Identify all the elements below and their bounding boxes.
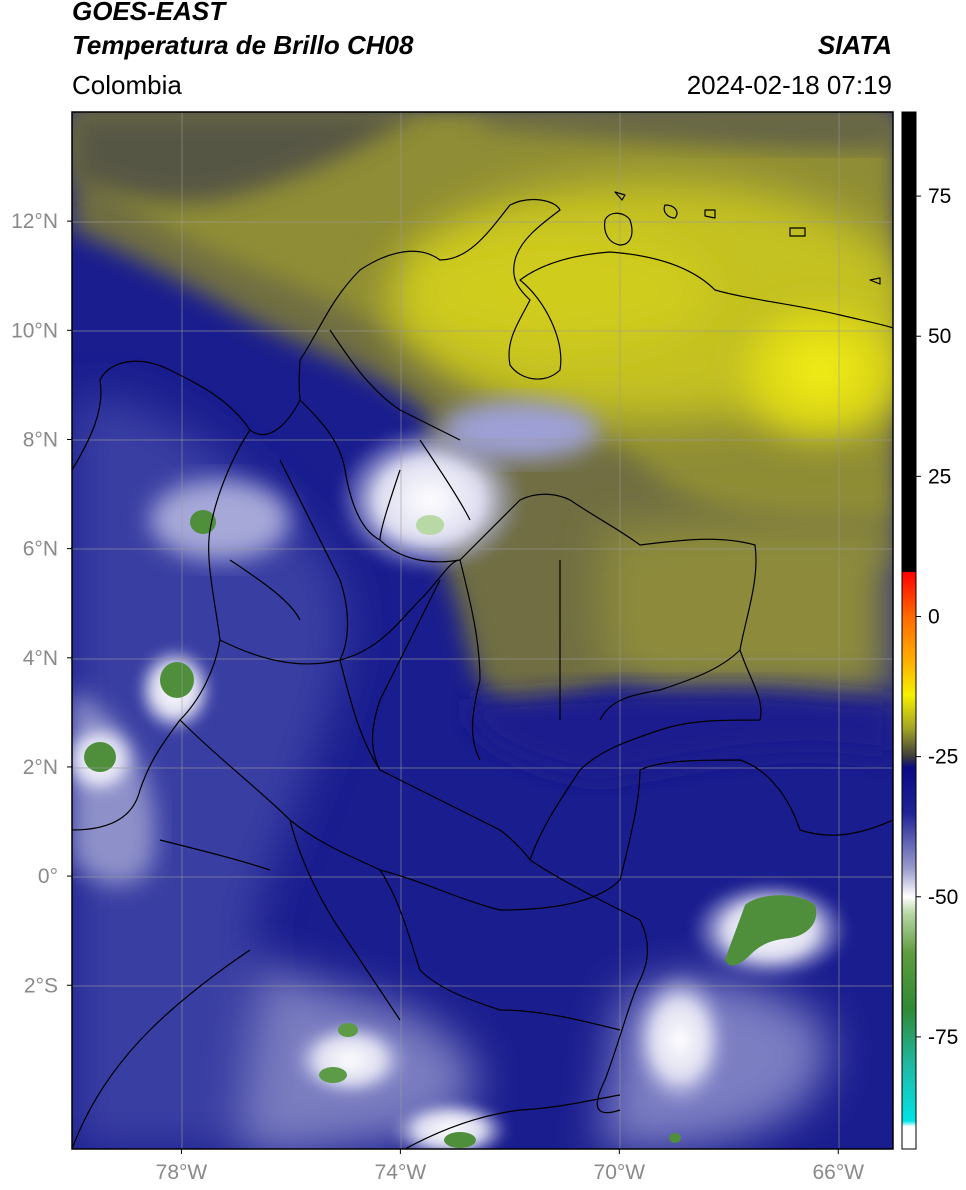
lat-tick-label: 0° bbox=[38, 865, 58, 888]
colorbar-tick-label: 50 bbox=[928, 325, 951, 348]
lat-tick-label: 10°N bbox=[11, 319, 58, 342]
colorbar-tick-label: -50 bbox=[928, 886, 958, 909]
agency-label: SIATA bbox=[817, 30, 892, 60]
lon-tick-label: 74°W bbox=[375, 1161, 427, 1184]
latitude-axis: 12°N 10°N 8°N 6°N 4°N 2°N 0° 2°S bbox=[11, 210, 72, 997]
lon-tick-label: 66°W bbox=[812, 1161, 864, 1184]
colorbar-tick-label: -75 bbox=[928, 1026, 958, 1049]
map-frame bbox=[71, 111, 894, 1150]
satellite-title: GOES-EAST bbox=[72, 0, 226, 26]
map-imagery bbox=[72, 112, 893, 1149]
lat-tick-label: 12°N bbox=[11, 210, 58, 233]
coastlines-borders bbox=[72, 191, 893, 1149]
longitude-axis: 78°W 74°W 70°W 66°W bbox=[156, 1149, 864, 1184]
colorbar-tick-label: 25 bbox=[928, 465, 951, 488]
colorbar-tick-label: 75 bbox=[928, 185, 951, 208]
region-label: Colombia bbox=[72, 70, 182, 100]
lat-tick-label: 2°N bbox=[23, 756, 58, 779]
lon-tick-label: 78°W bbox=[156, 1161, 208, 1184]
lat-tick-label: 6°N bbox=[23, 538, 58, 561]
lat-tick-label: 2°S bbox=[24, 974, 58, 997]
product-title: Temperatura de Brillo CH08 bbox=[72, 30, 414, 60]
colorbar-tick-label: -25 bbox=[928, 746, 958, 769]
colorbar: 75 50 25 0 -25 -50 -75 bbox=[901, 111, 958, 1150]
lat-tick-label: 4°N bbox=[23, 647, 58, 670]
colorbar-tick-label: 0 bbox=[928, 605, 940, 628]
datetime-label: 2024-02-18 07:19 bbox=[686, 70, 892, 100]
lat-tick-label: 8°N bbox=[23, 428, 58, 451]
lon-tick-label: 70°W bbox=[594, 1161, 646, 1184]
